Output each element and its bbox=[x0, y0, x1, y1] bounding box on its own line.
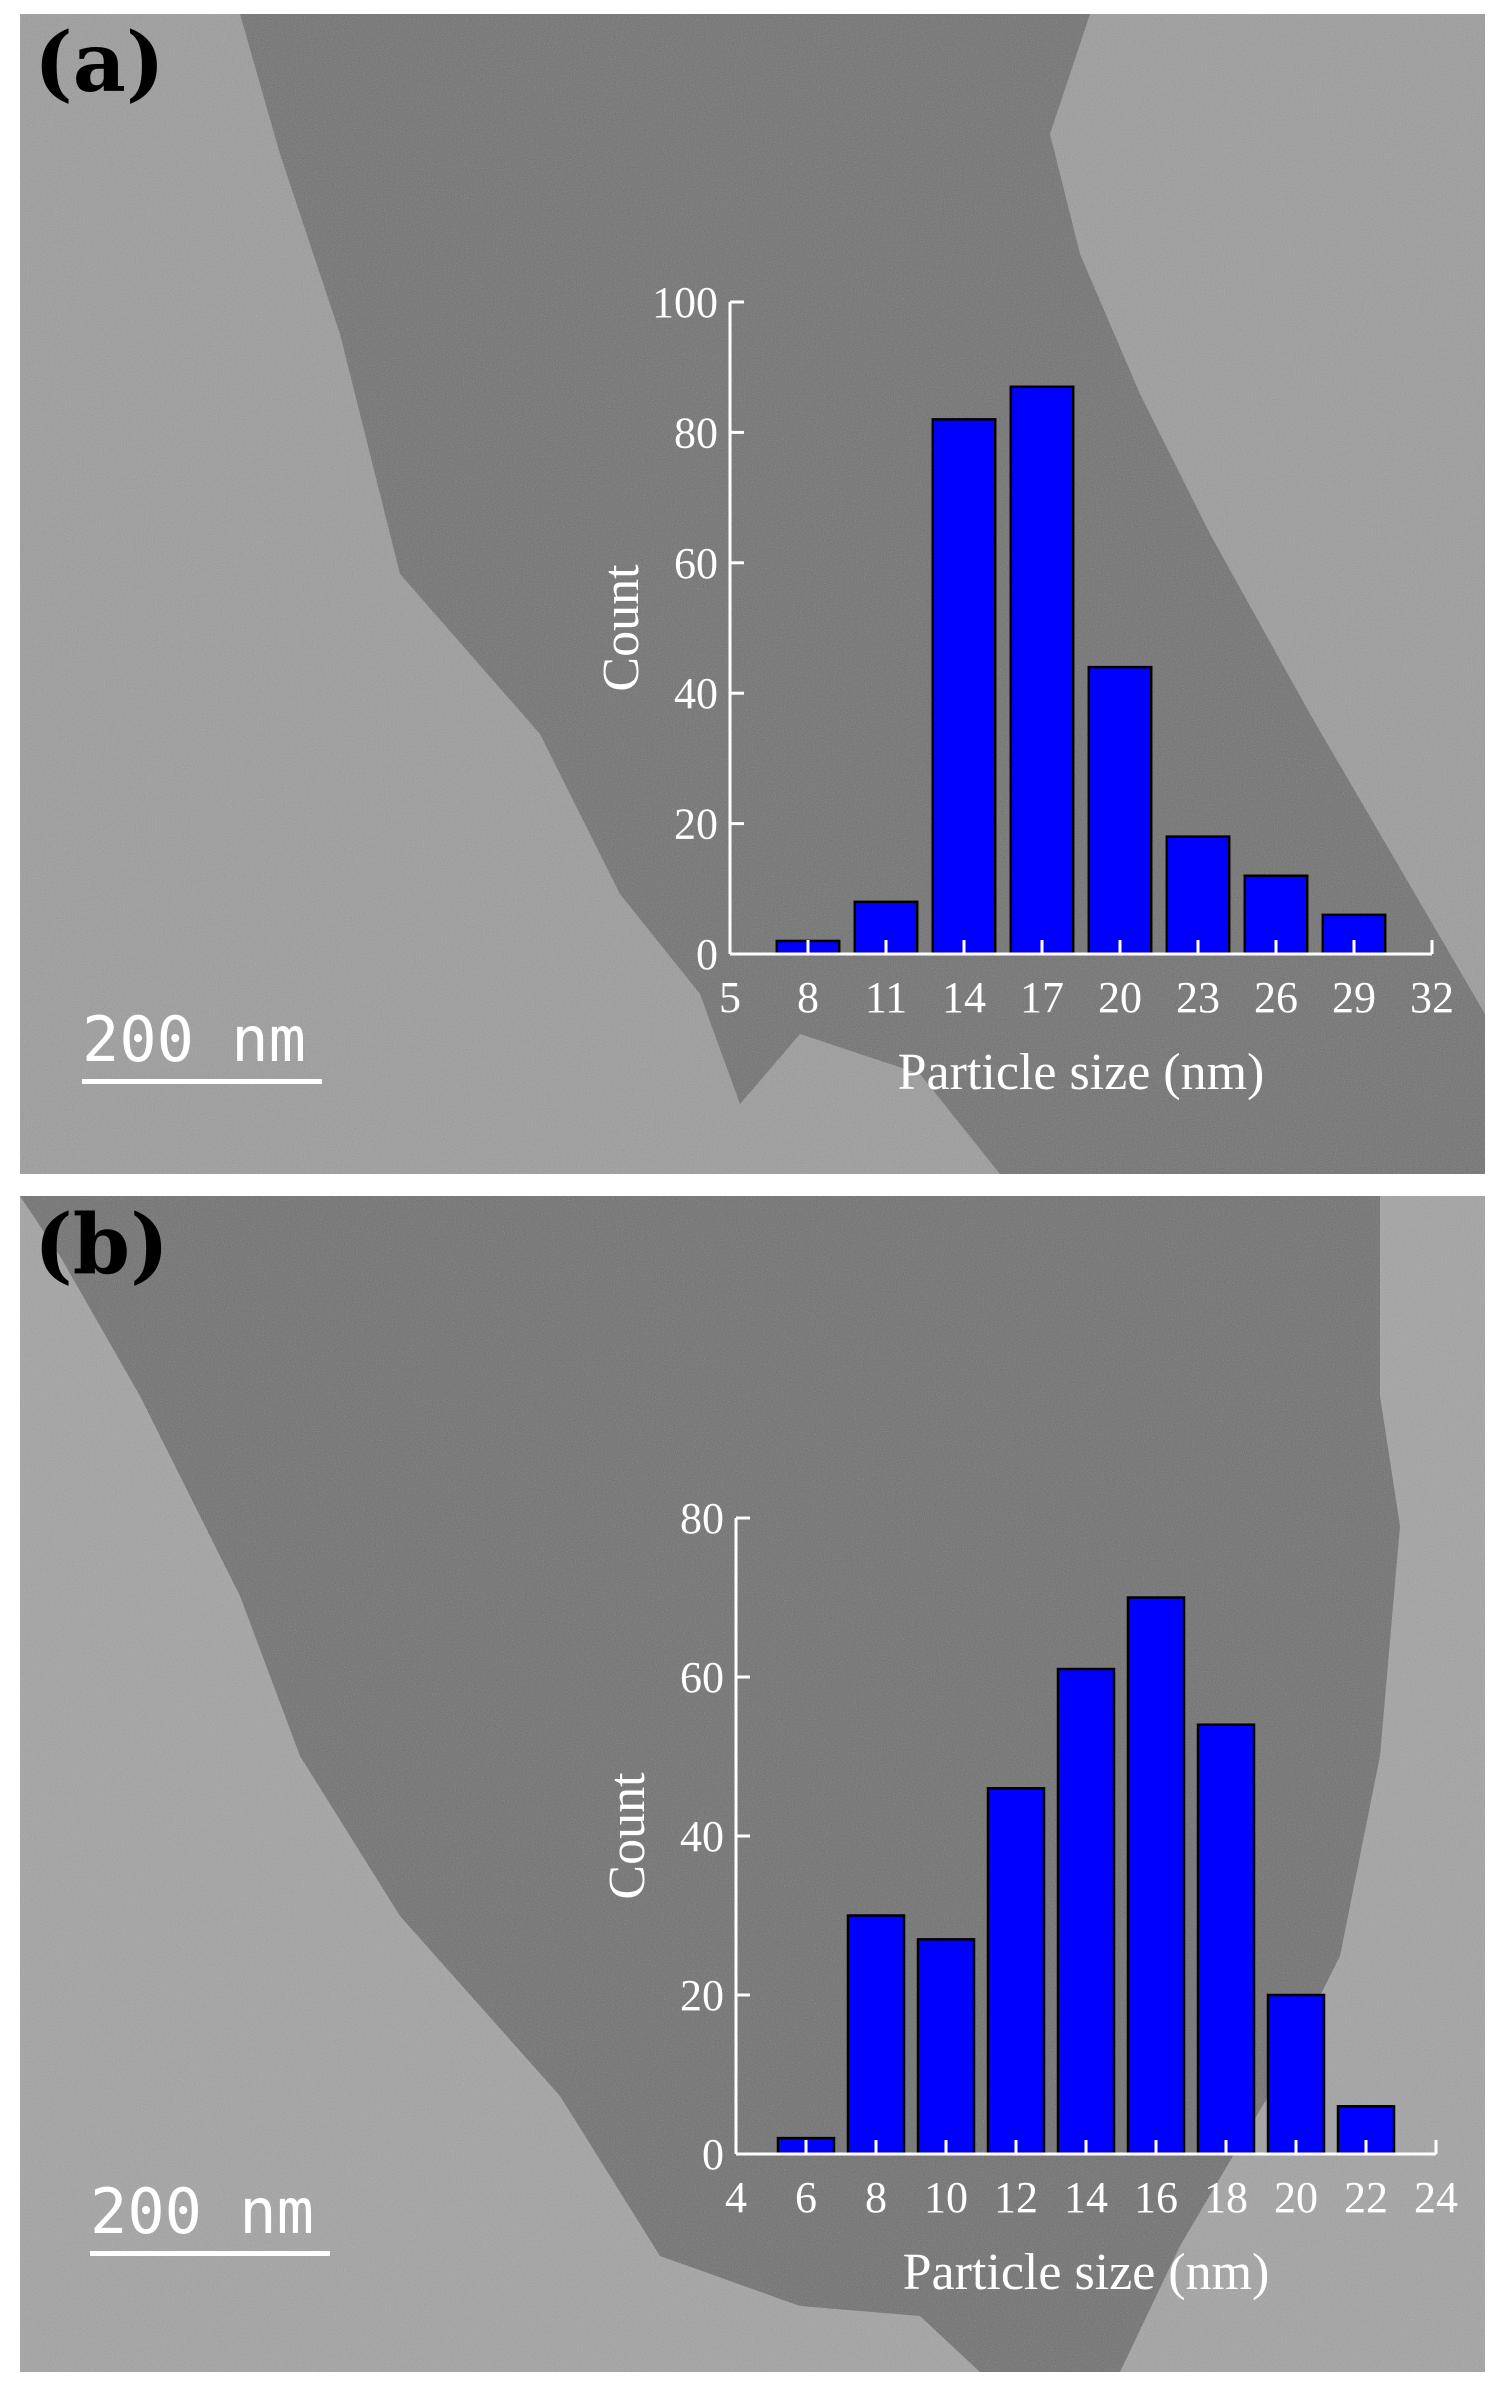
bar-b-10 bbox=[916, 1938, 976, 2156]
x-tick-label-b-14: 14 bbox=[1064, 2173, 1108, 2222]
bar-a-20 bbox=[1087, 665, 1153, 956]
x-tick-label-b-8: 8 bbox=[865, 2173, 887, 2222]
bar-b-20 bbox=[1266, 1993, 1326, 2156]
tem-panel-a: (a) 200 nm 0 20 40 60 80 100 5 8 11 14 17 20 23 26 29 3… bbox=[20, 14, 1485, 1174]
y-tick-label-b-20: 20 bbox=[680, 1971, 724, 2020]
y-tick-label-a-100: 100 bbox=[652, 278, 718, 327]
scale-bar-b: 200 nm bbox=[90, 2181, 330, 2256]
y-tick-label-a-80: 80 bbox=[674, 408, 718, 457]
bar-b-12 bbox=[986, 1787, 1046, 2156]
x-tick-label-a-17: 17 bbox=[1020, 973, 1064, 1022]
bar-b-18 bbox=[1196, 1723, 1256, 2156]
y-tick-label-b-40: 40 bbox=[680, 1812, 724, 1861]
scale-bar-label-a: 200 nm bbox=[82, 1003, 306, 1076]
x-tick-label-b-18: 18 bbox=[1204, 2173, 1248, 2222]
x-tick-label-a-20: 20 bbox=[1098, 973, 1142, 1022]
x-tick-label-b-22: 22 bbox=[1344, 2173, 1388, 2222]
x-tick-label-a-32: 32 bbox=[1410, 973, 1454, 1022]
x-tick-label-a-26: 26 bbox=[1254, 973, 1298, 1022]
x-tick-label-a-29: 29 bbox=[1332, 973, 1376, 1022]
y-axis-label-a: Count bbox=[593, 564, 650, 692]
x-tick-label-b-16: 16 bbox=[1134, 2173, 1178, 2222]
y-axis-label-b: Count bbox=[599, 1772, 656, 1900]
x-tick-label-a-11: 11 bbox=[865, 973, 907, 1022]
y-tick-label-b-0: 0 bbox=[702, 2130, 724, 2179]
y-tick-label-a-0: 0 bbox=[696, 930, 718, 979]
scale-bar-a: 200 nm bbox=[82, 1009, 322, 1084]
y-tick-label-b-80: 80 bbox=[680, 1494, 724, 1543]
x-tick-label-a-8: 8 bbox=[797, 973, 819, 1022]
x-tick-label-b-20: 20 bbox=[1274, 2173, 1318, 2222]
x-axis-label-b: Particle size (nm) bbox=[903, 2244, 1270, 2301]
x-tick-label-a-23: 23 bbox=[1176, 973, 1220, 1022]
bar-b-14 bbox=[1056, 1667, 1116, 2156]
tem-background-b bbox=[20, 1196, 1485, 2372]
scale-bar-line-b bbox=[90, 2251, 330, 2256]
x-tick-label-b-10: 10 bbox=[924, 2173, 968, 2222]
x-tick-label-a-14: 14 bbox=[942, 973, 986, 1022]
x-axis-label-a: Particle size (nm) bbox=[898, 1044, 1265, 1101]
bar-a-23 bbox=[1165, 835, 1231, 956]
panel-label-b: (b) bbox=[34, 1197, 169, 1293]
x-tick-label-b-4: 4 bbox=[725, 2173, 747, 2222]
x-tick-label-a-5: 5 bbox=[719, 973, 741, 1022]
bar-b-8 bbox=[846, 1914, 906, 2156]
x-tick-label-b-12: 12 bbox=[994, 2173, 1038, 2222]
histogram-b: 0 20 40 60 80 4 6 8 10 12 14 16 18 20 22 24 Particle siz… bbox=[599, 1494, 1458, 2301]
bar-a-17 bbox=[1009, 385, 1075, 956]
panel-label-a: (a) bbox=[34, 15, 165, 111]
scale-bar-line-a bbox=[82, 1079, 322, 1084]
scale-bar-label-b: 200 nm bbox=[90, 2175, 314, 2248]
histogram-a: 0 20 40 60 80 100 5 8 11 14 17 20 23 26 29 32 Particle s… bbox=[593, 278, 1454, 1101]
y-tick-label-b-60: 60 bbox=[680, 1653, 724, 1702]
y-tick-label-a-60: 60 bbox=[674, 539, 718, 588]
y-tick-label-a-40: 40 bbox=[674, 669, 718, 718]
bar-a-14 bbox=[931, 418, 997, 956]
x-tick-label-b-24: 24 bbox=[1414, 2173, 1458, 2222]
tem-panel-b: (b) 200 nm 0 20 40 60 80 4 6 8 10 12 14 16 18 20 22 24 P… bbox=[20, 1196, 1485, 2372]
x-tick-label-b-6: 6 bbox=[795, 2173, 817, 2222]
bar-b-16 bbox=[1126, 1596, 1186, 2156]
y-tick-label-a-20: 20 bbox=[674, 800, 718, 849]
